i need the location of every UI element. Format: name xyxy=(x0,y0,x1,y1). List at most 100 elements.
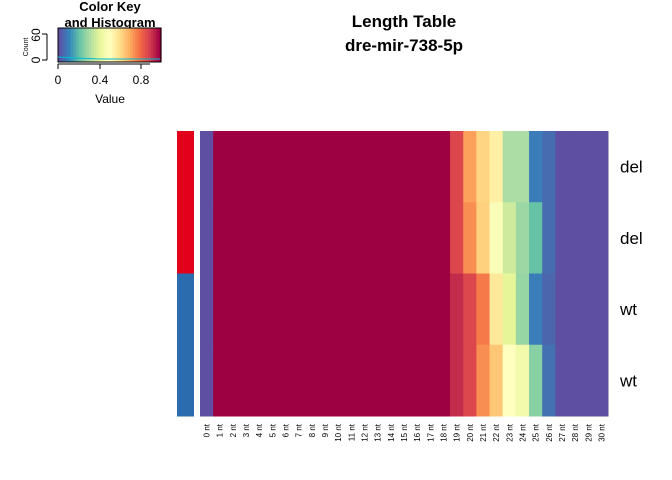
heatmap-cell xyxy=(278,131,293,203)
column-label: 15 nt xyxy=(400,423,409,442)
color-key-swatch xyxy=(148,28,152,62)
heatmap-cell xyxy=(292,202,306,274)
heatmap-cell xyxy=(200,273,214,346)
heatmap-cell xyxy=(357,344,372,417)
heatmap-cell xyxy=(515,273,530,346)
column-label: 11 nt xyxy=(347,423,356,441)
heatmap-cell xyxy=(344,344,359,417)
column-label: 17 nt xyxy=(426,423,435,442)
color-key-swatch xyxy=(114,28,118,62)
column-label: 18 nt xyxy=(439,423,448,442)
color-key-swatch xyxy=(83,28,87,62)
color-key-swatch xyxy=(158,28,162,62)
heatmap-cell xyxy=(252,202,267,274)
column-label: 3 nt xyxy=(242,423,251,437)
heatmap-cell xyxy=(278,273,293,346)
heatmap-cell xyxy=(226,202,240,274)
column-label: 21 nt xyxy=(479,423,488,442)
column-label: 24 nt xyxy=(518,423,527,442)
key-y-tick-label: 60 xyxy=(29,28,43,42)
color-key-swatch xyxy=(153,28,157,62)
color-key-swatch xyxy=(76,28,80,62)
color-key-swatch xyxy=(119,28,123,62)
color-key-swatch xyxy=(88,28,93,62)
column-label: 4 nt xyxy=(255,423,264,437)
heatmap-cell xyxy=(476,344,491,417)
heatmap-cell xyxy=(555,344,570,417)
heatmap-cell xyxy=(515,202,530,274)
color-key-swatch xyxy=(109,28,113,62)
heatmap-cell xyxy=(463,273,477,346)
color-key-swatch xyxy=(124,28,129,62)
color-key-swatch xyxy=(150,28,154,62)
heatmap-cell xyxy=(542,273,556,346)
heatmap-cell xyxy=(371,131,385,203)
row-group-marker xyxy=(177,131,194,203)
column-label: 22 nt xyxy=(492,423,501,442)
heatmap-cell xyxy=(213,202,227,274)
heatmap-cell xyxy=(502,273,517,346)
heatmap-cell xyxy=(594,131,609,203)
heatmap-cell xyxy=(542,202,556,274)
heatmap-cell xyxy=(371,202,385,274)
heatmap-cell xyxy=(555,273,570,346)
heatmap-cell xyxy=(594,202,609,274)
heatmap-cell xyxy=(344,273,359,346)
color-key-swatch xyxy=(155,28,160,62)
heatmap-cell xyxy=(213,273,227,346)
heatmap-cell xyxy=(502,344,517,417)
heatmap-cell xyxy=(450,202,464,274)
heatmap-cell xyxy=(331,131,346,203)
heatmap-cell xyxy=(292,131,306,203)
color-key-swatch xyxy=(99,28,103,62)
heatmap-cell xyxy=(305,273,319,346)
column-label: 14 nt xyxy=(387,423,396,442)
color-key-swatch xyxy=(117,28,121,62)
row-group-marker xyxy=(177,202,194,274)
heatmap-cell xyxy=(436,131,451,203)
column-label: 2 nt xyxy=(229,423,238,437)
color-key-swatch xyxy=(145,28,149,62)
chart-title: Length Table xyxy=(352,12,457,31)
column-labels: 0 nt 1 nt 2 nt 3 nt 4 nt 5 nt 6 nt 7 nt 8 nt 9 nt… xyxy=(203,423,607,442)
key-y-label: Count xyxy=(23,38,30,57)
row-group-marker xyxy=(177,344,194,417)
heatmap-cell xyxy=(450,344,464,417)
heatmap-cells xyxy=(200,131,609,417)
color-key-swatch xyxy=(132,28,136,62)
column-label: 8 nt xyxy=(308,423,317,437)
column-label: 25 nt xyxy=(532,423,541,442)
color-key-swatch xyxy=(60,28,64,62)
heatmap-cell xyxy=(410,202,425,274)
heatmap-cell xyxy=(344,202,359,274)
heatmap-cell xyxy=(463,202,477,274)
column-label: 7 nt xyxy=(295,423,304,437)
heatmap-cell xyxy=(410,344,425,417)
heatmap-cell xyxy=(384,344,398,417)
heatmap-cell xyxy=(410,273,425,346)
heatmap-cell xyxy=(568,344,583,417)
color-key-swatch xyxy=(58,28,62,62)
heatmap-cell xyxy=(568,273,583,346)
key-x-tick-label: 0.8 xyxy=(133,73,150,87)
heatmap-cell xyxy=(200,344,214,417)
heatmap-cell xyxy=(436,344,451,417)
heatmap-cell xyxy=(239,273,254,346)
heatmap-cell xyxy=(529,273,543,346)
row-label: wt xyxy=(619,300,637,319)
color-key-swatch xyxy=(127,28,131,62)
heatmap-cell xyxy=(436,202,451,274)
color-key-swatch xyxy=(91,28,95,62)
heatmap-cell xyxy=(239,202,254,274)
color-key-swatch xyxy=(96,28,100,62)
heatmap-cell xyxy=(515,131,530,203)
heatmap-cell xyxy=(542,131,556,203)
heatmap-cell xyxy=(226,273,240,346)
color-key-swatch xyxy=(70,28,75,62)
column-label: 1 nt xyxy=(216,423,225,437)
column-label: 12 nt xyxy=(361,423,370,442)
color-key-swatch xyxy=(104,28,108,62)
heatmap-cell xyxy=(529,202,543,274)
color-key-title-line1: Color Key xyxy=(79,0,141,14)
